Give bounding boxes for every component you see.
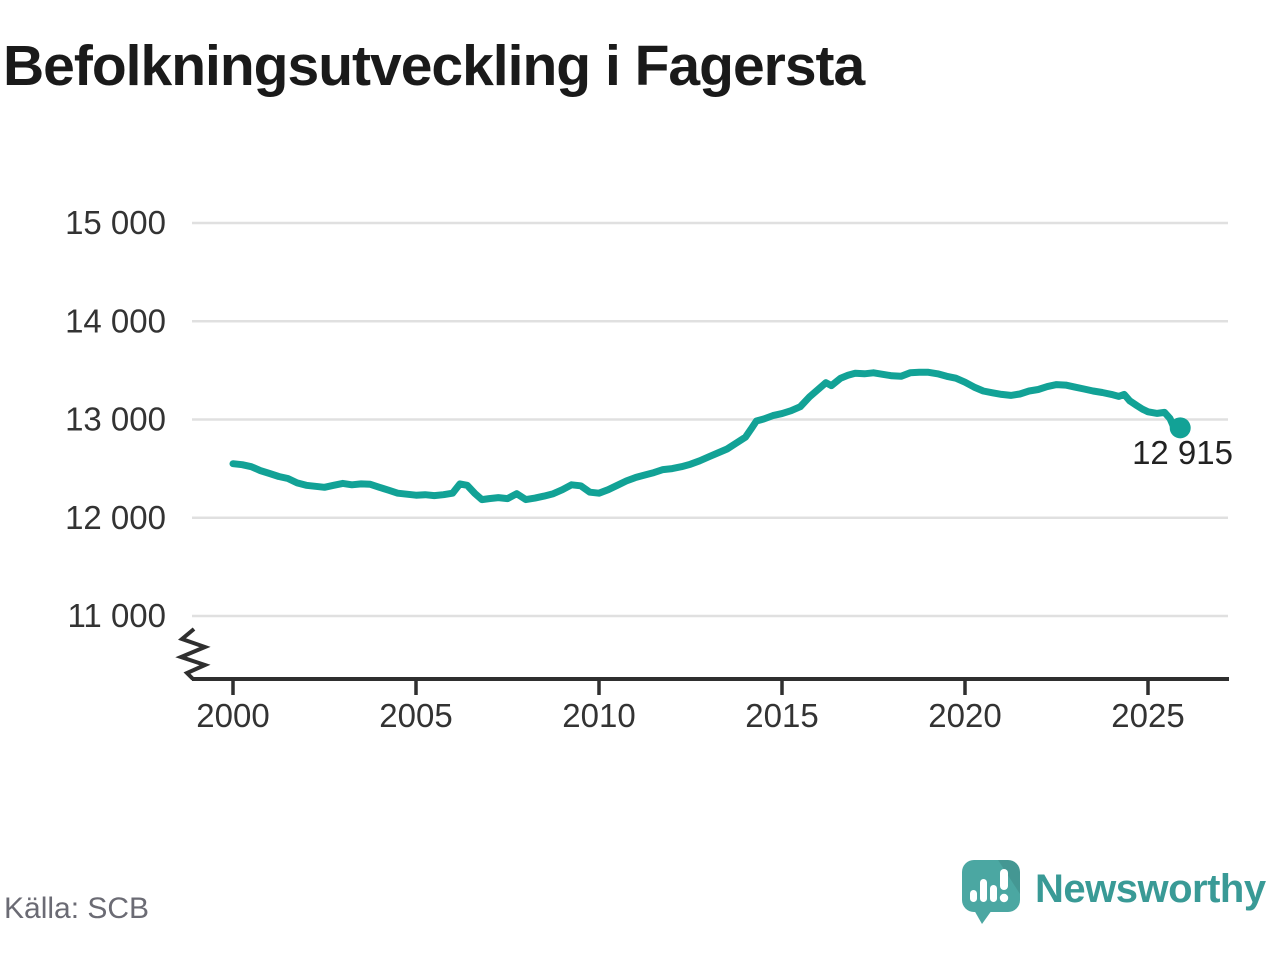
newsworthy-logo-icon (962, 860, 1020, 924)
x-tick-label: 2005 (379, 697, 452, 734)
axis-break-icon (175, 627, 211, 681)
last-value-annotation: 12 915 (1132, 434, 1233, 471)
logo-bar-1-icon (970, 890, 977, 902)
x-tick-label: 2025 (1111, 697, 1184, 734)
x-tick-label: 2000 (196, 697, 269, 734)
logo-exclamation-dot-icon (999, 893, 1009, 903)
y-tick-label: 15 000 (65, 204, 166, 241)
logo-fold-shade (998, 860, 1020, 894)
source-label: Källa: SCB (4, 892, 150, 925)
page-title: Befolkningsutveckling i Fagersta (3, 34, 865, 98)
logo-bar-3-icon (990, 885, 997, 902)
logo-bar-2-icon (980, 879, 987, 902)
last-point-dot (1169, 417, 1191, 439)
newsworthy-logo-text: Newsworthy (1035, 866, 1266, 911)
y-tick-label: 11 000 (68, 597, 166, 634)
x-tick-label: 2015 (745, 697, 818, 734)
y-tick-label: 14 000 (65, 302, 166, 339)
logo-bubble-tail (974, 910, 992, 924)
population-line (229, 368, 1184, 504)
newsworthy-logo: Newsworthy (960, 858, 1266, 926)
y-tick-label: 13 000 (65, 401, 166, 438)
x-tick-label: 2010 (562, 697, 635, 734)
x-tick-label: 2020 (928, 697, 1001, 734)
logo-exclamation-bar-icon (1000, 869, 1008, 890)
y-tick-label: 12 000 (65, 499, 166, 536)
